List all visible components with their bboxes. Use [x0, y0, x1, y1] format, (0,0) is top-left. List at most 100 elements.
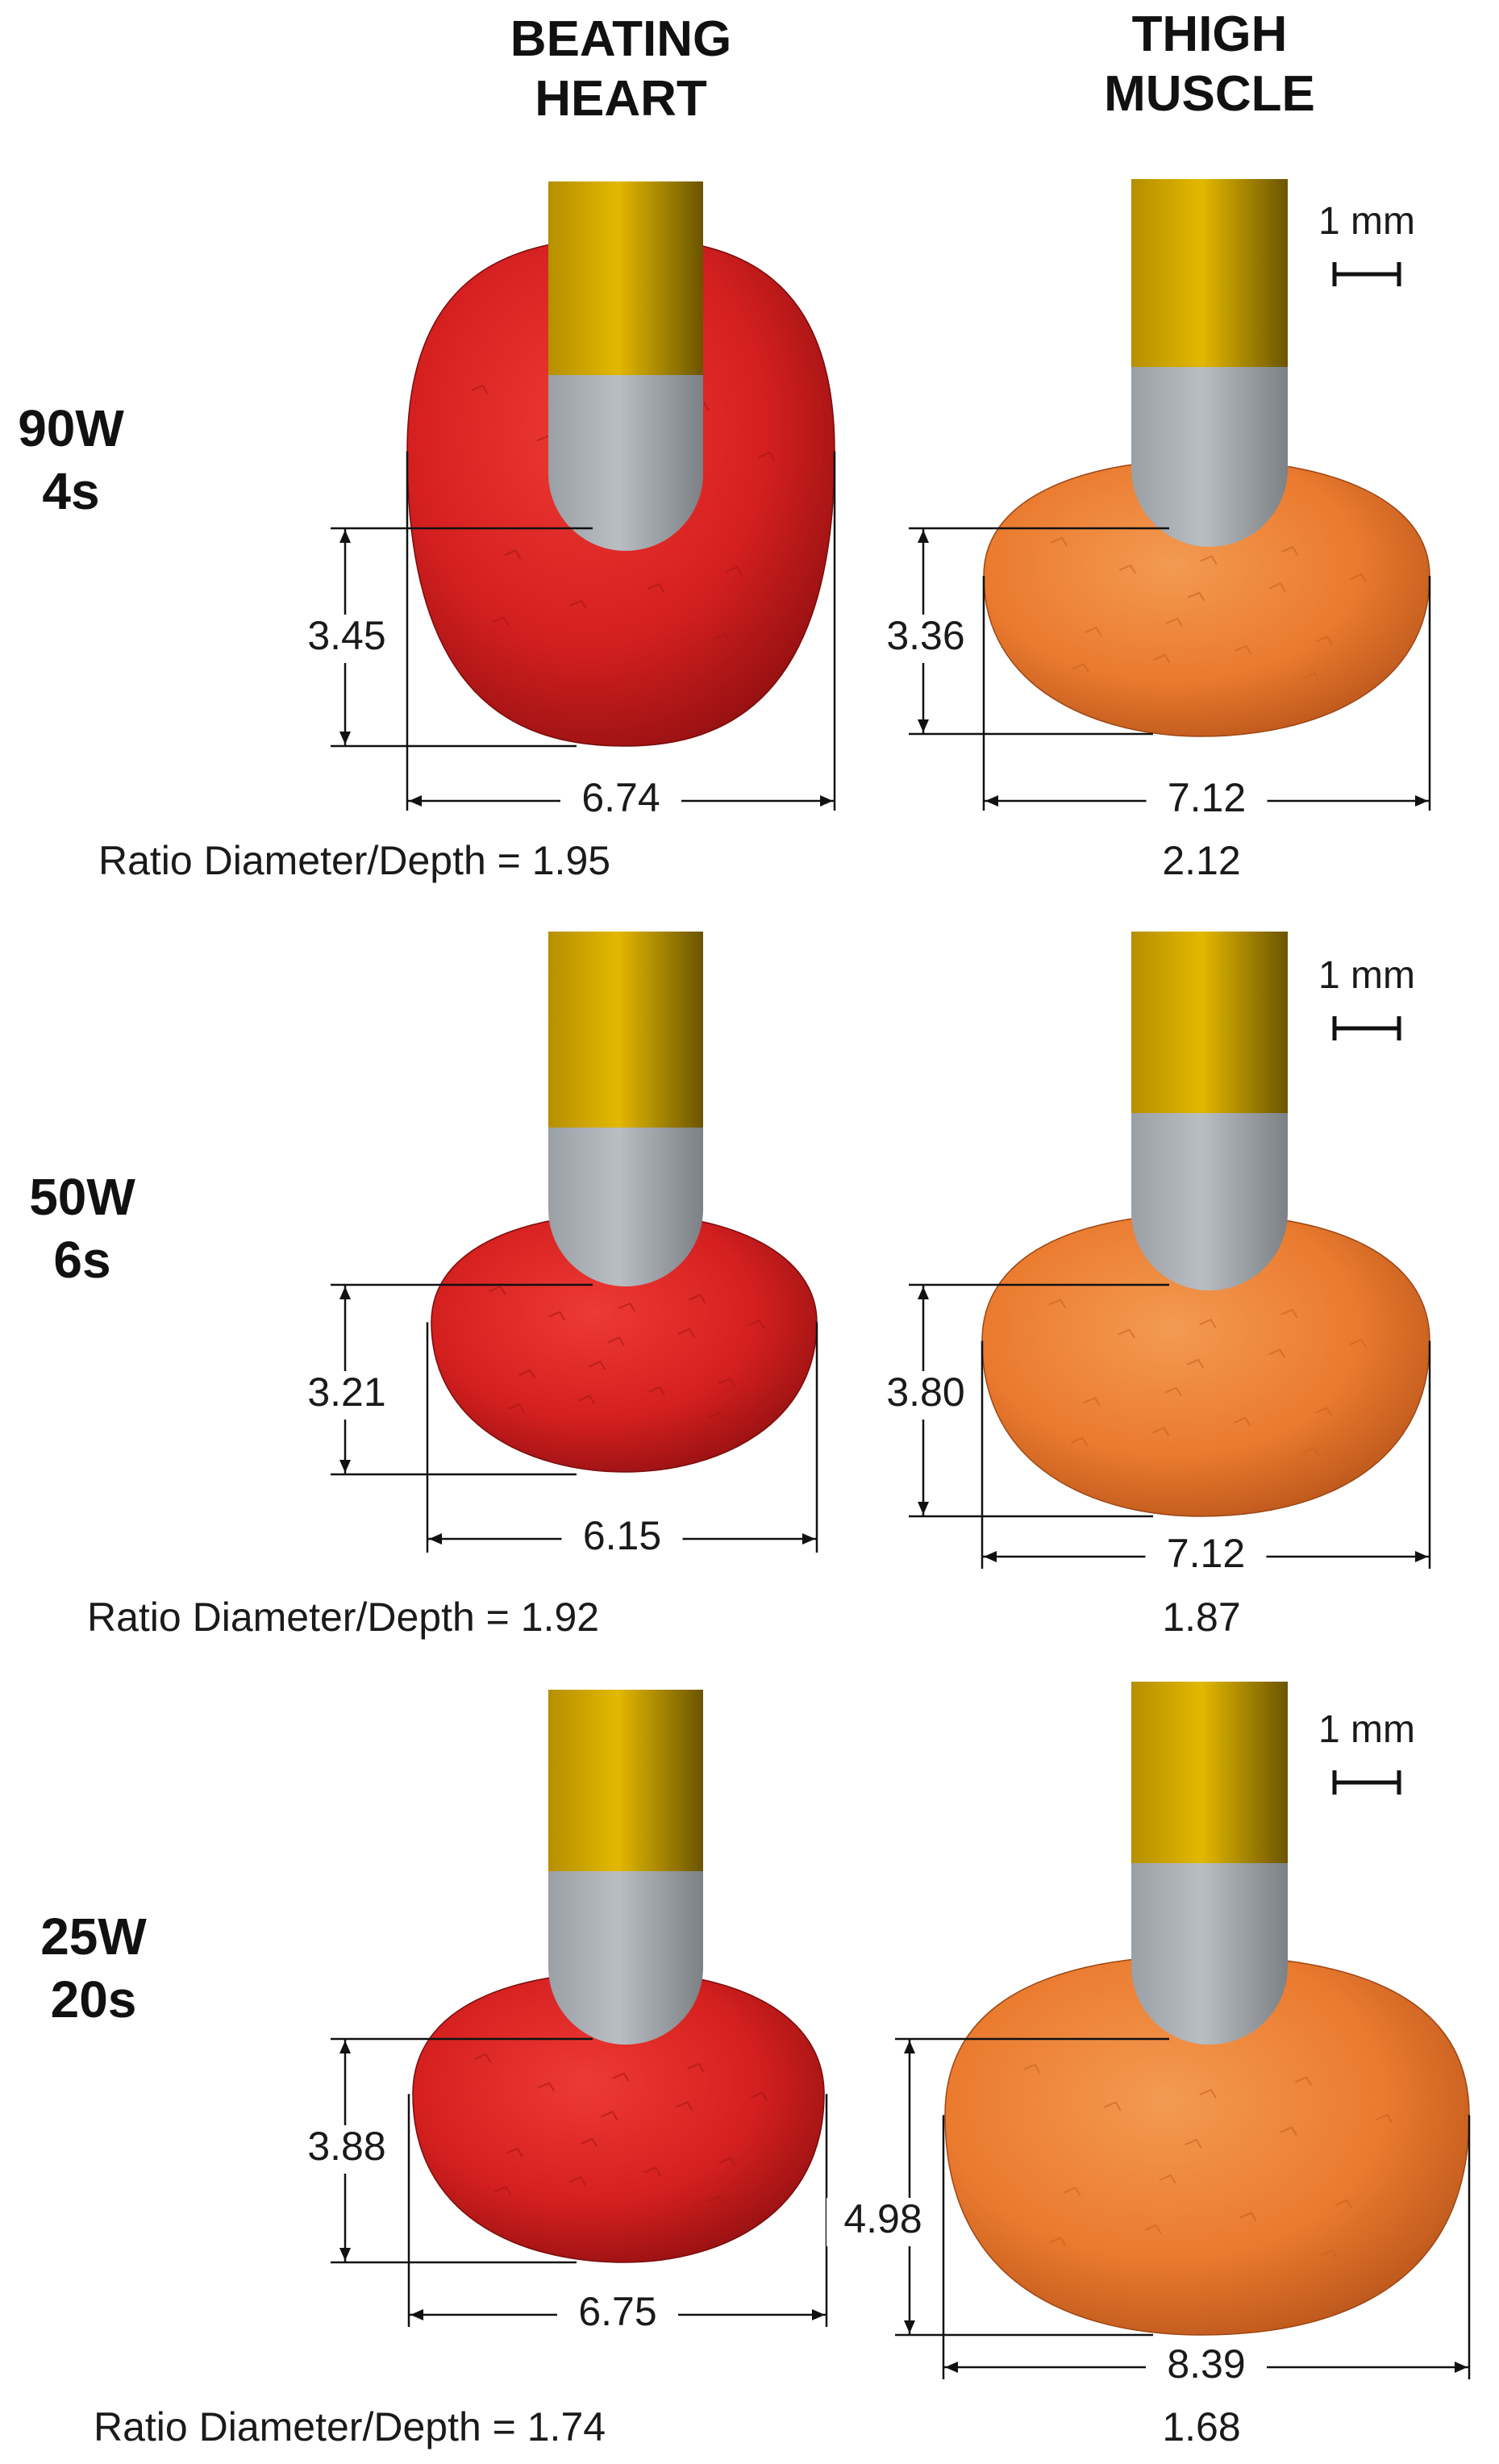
column-header-line2: HEART [535, 71, 707, 127]
lesion-texture [518, 1369, 536, 1379]
ratio-value-heart: 1.74 [527, 2404, 606, 2449]
lesion-texture [1186, 1358, 1205, 1369]
arrowhead [918, 530, 929, 543]
ratio-value-thigh: 1.87 [1162, 1595, 1241, 1640]
depth-label: 3.21 [307, 1370, 385, 1415]
scale-bar-label: 1 mm [1318, 954, 1415, 997]
row-duration: 4s [42, 462, 100, 520]
lesion-texture [1118, 564, 1136, 574]
lesion-texture [1164, 1386, 1182, 1397]
lesion-texture [507, 1403, 525, 1413]
lesion-texture [647, 582, 665, 593]
lesion-texture [568, 2176, 587, 2186]
lesion-texture [618, 1302, 636, 1312]
lesion-texture [1294, 2076, 1313, 2087]
electrode-tip [1131, 1863, 1288, 2045]
lesion-texture [1234, 644, 1252, 655]
ratio-prefix: Ratio Diameter/Depth = [94, 2404, 527, 2449]
lesion-texture [1064, 2187, 1081, 2197]
arrowhead [918, 1286, 929, 1299]
lesion-texture [1153, 653, 1171, 664]
lesion-texture [537, 2082, 555, 2092]
ratio-value-thigh: 1.68 [1162, 2404, 1241, 2449]
lesion-texture [489, 1285, 506, 1295]
row-label-50w: 50W 6s [0, 1165, 171, 1291]
arrowhead [802, 1533, 815, 1545]
lesion-texture [474, 2053, 492, 2063]
electrode-shaft [1131, 932, 1288, 1113]
depth-label: 3.80 [886, 1370, 964, 1415]
lesion-texture [503, 549, 522, 559]
lesion-texture [1048, 2237, 1067, 2247]
ratio-value-heart: 1.92 [520, 1595, 600, 1640]
lesion-texture [718, 1378, 735, 1387]
lesion-texture [1185, 2138, 1202, 2149]
arrowhead [410, 2309, 423, 2320]
ratio-value-heart: 1.95 [531, 838, 611, 883]
lesion-texture [577, 1395, 595, 1405]
arrowhead [918, 1502, 929, 1515]
ratio-prefix: Ratio Diameter/Depth = [87, 1595, 521, 1640]
arrowhead [904, 2320, 915, 2333]
electrode-shaft [548, 932, 703, 1128]
arrowhead [339, 530, 351, 543]
lesion-texture [1280, 1308, 1298, 1319]
column-header-line1: BEATING [510, 11, 732, 67]
lesion-texture [1200, 555, 1218, 565]
label-mask [290, 1371, 403, 1420]
diameter-label: 6.15 [583, 1513, 661, 1558]
column-header-line2: MUSCLE [1104, 66, 1315, 122]
diameter-label: 8.39 [1167, 2341, 1245, 2387]
panel-thigh-row0: 3.36 7.12 [869, 179, 1431, 825]
arrowhead [984, 1551, 997, 1562]
electrode-tip [1131, 367, 1288, 547]
row-label-25w: 25W 20s [5, 1905, 182, 2031]
depth-label: 4.98 [843, 2196, 922, 2241]
arrowhead [339, 1286, 351, 1299]
lesion-heart [412, 1971, 825, 2263]
scale-bar: 1 mm [1318, 1708, 1415, 1795]
lesion-texture [1239, 2212, 1257, 2222]
arrowhead [409, 795, 422, 807]
label-mask [290, 615, 403, 663]
arrowhead [820, 795, 833, 807]
lesion-texture [1375, 2113, 1393, 2124]
label-mask [1146, 777, 1268, 825]
lesion-texture [1083, 1396, 1101, 1407]
arrowhead [1415, 1551, 1428, 1562]
panel-heart-row0: 3.45 6.74 [290, 181, 836, 825]
lesion-texture [1023, 2063, 1041, 2074]
electrode-tip [548, 1128, 703, 1286]
panel-heart-row1: 3.21 6.15 [290, 932, 818, 1563]
electrode-tip [548, 1871, 703, 2045]
lesion-texture [1281, 545, 1299, 556]
lesion-texture [1315, 1407, 1333, 1417]
label-mask [561, 1515, 683, 1563]
row-power: 50W [29, 1168, 135, 1226]
row-duration: 6s [53, 1231, 111, 1289]
lesion-texture [548, 1311, 566, 1321]
lesion-texture [718, 2157, 736, 2167]
ratio-row-90w: Ratio Diameter/Depth = 1.95 [98, 837, 610, 884]
row-power: 25W [40, 1907, 147, 1966]
row-duration: 20s [50, 1970, 137, 2028]
electrode-tip [548, 375, 703, 551]
electrode-shaft [548, 1690, 703, 1871]
lesion-texture [750, 2091, 768, 2102]
lesion-texture [1165, 617, 1184, 627]
panel-thigh-row2: 4.98 8.39 [827, 1682, 1471, 2391]
lesion-texture [1234, 1416, 1251, 1427]
lesion-texture [1349, 1338, 1368, 1349]
label-mask [869, 1371, 982, 1420]
label-mask [290, 2125, 403, 2174]
lesion-texture [647, 1386, 665, 1396]
lesion-texture [1187, 591, 1205, 602]
arrowhead [918, 719, 929, 732]
lesion-texture [607, 1336, 625, 1346]
arrowhead [339, 2248, 351, 2261]
arrowhead [945, 2362, 958, 2373]
scale-bar-label: 1 mm [1318, 200, 1415, 243]
panel-thigh-row1: 3.80 7.12 [869, 932, 1431, 1581]
arrowhead [985, 795, 998, 807]
lesion-texture [1050, 536, 1068, 547]
